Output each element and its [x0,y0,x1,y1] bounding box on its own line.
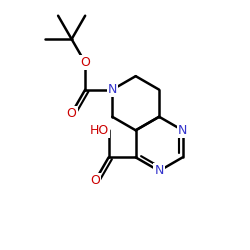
Text: HO: HO [89,124,108,137]
Text: O: O [67,107,76,120]
Text: O: O [80,56,90,69]
Text: N: N [154,164,164,177]
Text: N: N [108,83,117,96]
Text: N: N [178,124,187,137]
Text: O: O [90,174,100,187]
